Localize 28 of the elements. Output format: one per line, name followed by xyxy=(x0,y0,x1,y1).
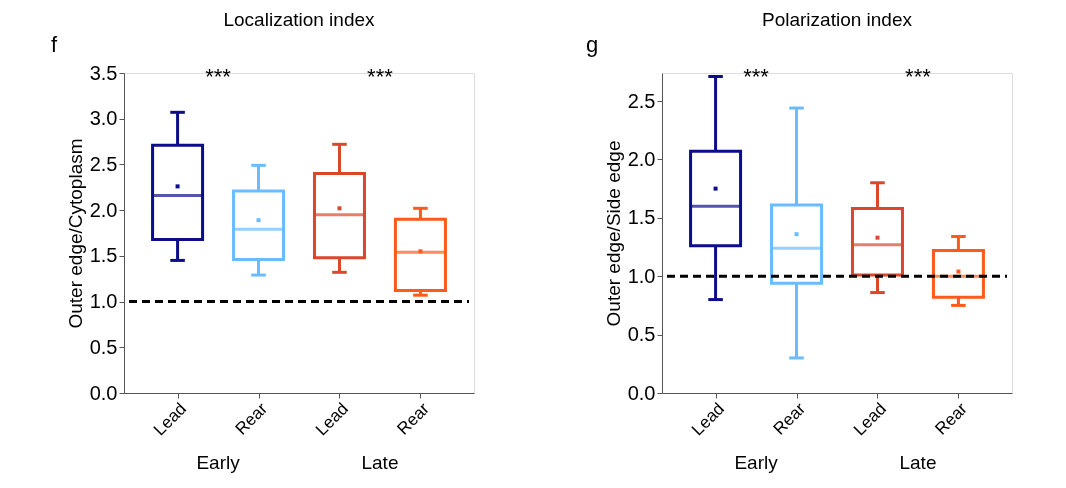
y-tick-label: 0.0 xyxy=(89,381,118,404)
y-axis-title: Outer edge/Cytoplasm xyxy=(64,138,86,329)
y-tick-label: 2.5 xyxy=(627,89,656,112)
y-tick-label: 1.0 xyxy=(89,290,118,313)
chart-title: Localization index xyxy=(223,9,376,30)
text: Late xyxy=(899,452,937,473)
y-tick-label: 2.0 xyxy=(89,198,118,221)
y-tick-label: 3.5 xyxy=(89,61,118,84)
y-axis-title: Outer edge/Side edge xyxy=(602,140,624,327)
y-tick-label: 3.0 xyxy=(89,107,118,130)
annotation: *** xyxy=(905,64,932,89)
text: Early xyxy=(734,452,779,473)
text: Late xyxy=(361,452,399,473)
y-tick-label: 1.0 xyxy=(627,264,656,287)
y-tick-label: 2.0 xyxy=(627,147,656,170)
chart-title: Polarization index xyxy=(762,9,913,30)
y-tick-label: 1.5 xyxy=(627,206,656,229)
annotation: *** xyxy=(205,64,232,89)
text: Early xyxy=(196,452,241,473)
text: g xyxy=(585,32,599,57)
annotation: *** xyxy=(367,64,394,89)
y-tick-label: 1.5 xyxy=(89,244,118,267)
y-tick-label: 2.5 xyxy=(89,152,118,175)
y-tick-label: 0.5 xyxy=(89,335,118,358)
text: f xyxy=(50,32,58,57)
annotation: *** xyxy=(743,64,770,89)
y-tick-label: 0.0 xyxy=(627,381,656,404)
y-tick-label: 0.5 xyxy=(627,323,656,346)
